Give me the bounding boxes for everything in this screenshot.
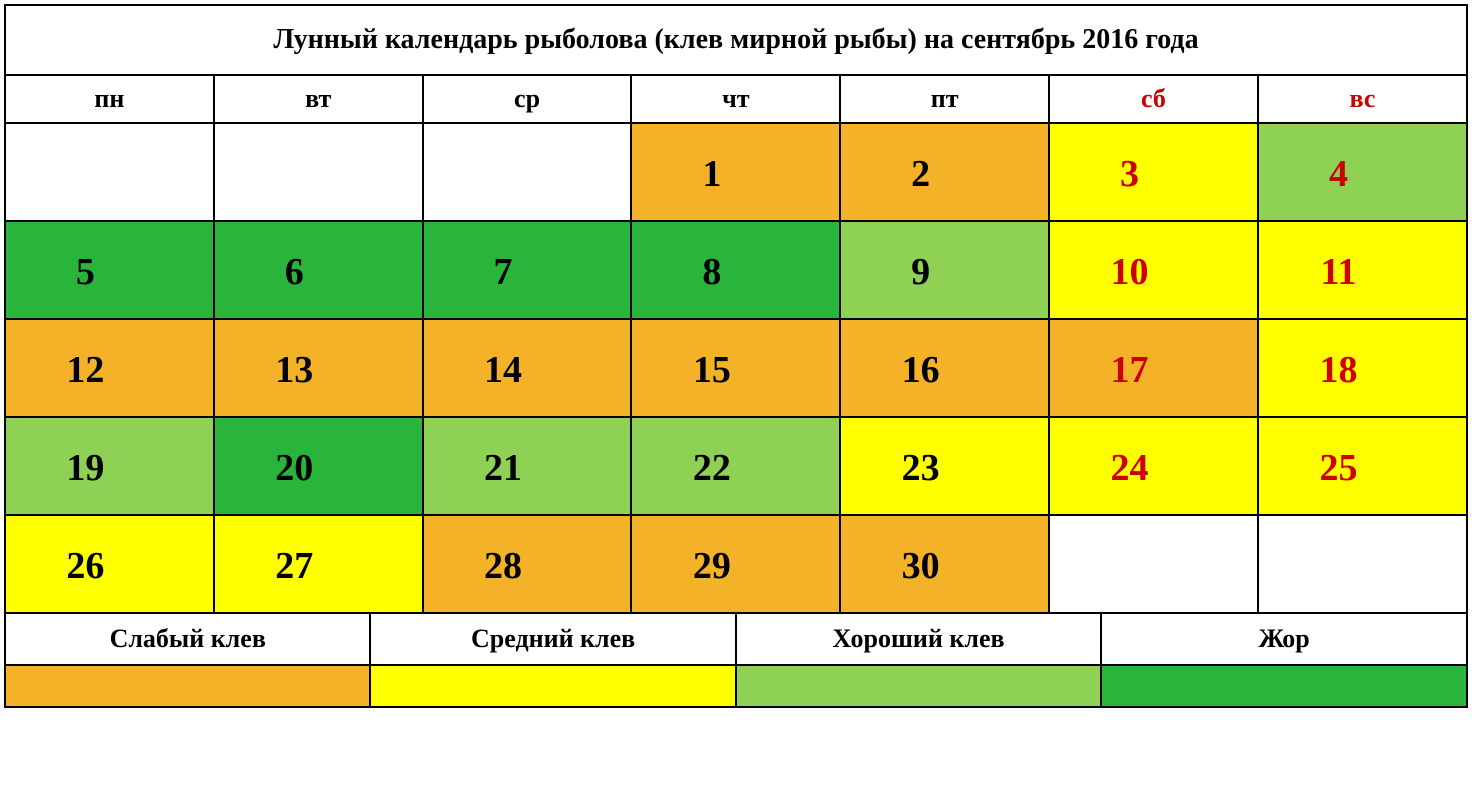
weekday-header: пт [840, 75, 1049, 123]
day-cell: 20 [214, 417, 423, 515]
day-cell: 3 [1049, 123, 1258, 221]
day-cell: 13 [214, 319, 423, 417]
day-cell: 25 [1258, 417, 1467, 515]
weekday-header-weekend: сб [1049, 75, 1258, 123]
day-cell: 29 [631, 515, 840, 613]
calendar-week-row: 2627282930 [5, 515, 1467, 613]
legend-color-row [5, 665, 1467, 707]
day-cell: 21 [423, 417, 632, 515]
day-cell [1258, 515, 1467, 613]
day-cell: 28 [423, 515, 632, 613]
day-cell: 2 [840, 123, 1049, 221]
calendar-week-row: 19202122232425 [5, 417, 1467, 515]
legend-color [370, 665, 735, 707]
legend-label: Жор [1101, 613, 1467, 665]
legend-label: Слабый клев [5, 613, 370, 665]
legend-label: Средний клев [370, 613, 735, 665]
legend-color [736, 665, 1101, 707]
title-row: Лунный календарь рыболова (клев мирной р… [5, 5, 1467, 75]
day-cell: 10 [1049, 221, 1258, 319]
day-cell [214, 123, 423, 221]
day-cell: 1 [631, 123, 840, 221]
weekday-header-weekend: вс [1258, 75, 1467, 123]
day-cell: 22 [631, 417, 840, 515]
day-cell [423, 123, 632, 221]
weekday-header-row: пн вт ср чт пт сб вс [5, 75, 1467, 123]
day-cell: 30 [840, 515, 1049, 613]
day-cell: 14 [423, 319, 632, 417]
day-cell: 9 [840, 221, 1049, 319]
day-cell: 16 [840, 319, 1049, 417]
weekday-header: вт [214, 75, 423, 123]
calendar-body: 1234567891011121314151617181920212223242… [5, 123, 1467, 613]
calendar-week-row: 1234 [5, 123, 1467, 221]
day-cell: 19 [5, 417, 214, 515]
day-cell: 15 [631, 319, 840, 417]
calendar-week-row: 567891011 [5, 221, 1467, 319]
day-cell [1049, 515, 1258, 613]
day-cell: 26 [5, 515, 214, 613]
title-cell: Лунный календарь рыболова (клев мирной р… [5, 5, 1467, 75]
day-cell: 7 [423, 221, 632, 319]
day-cell: 27 [214, 515, 423, 613]
weekday-header: чт [631, 75, 840, 123]
day-cell: 11 [1258, 221, 1467, 319]
legend-color [5, 665, 370, 707]
day-cell: 24 [1049, 417, 1258, 515]
legend-label: Хороший клев [736, 613, 1101, 665]
day-cell [5, 123, 214, 221]
calendar-week-row: 12131415161718 [5, 319, 1467, 417]
day-cell: 6 [214, 221, 423, 319]
day-cell: 12 [5, 319, 214, 417]
calendar-table: Лунный календарь рыболова (клев мирной р… [4, 4, 1468, 708]
weekday-header: ср [423, 75, 632, 123]
legend-label-row: Слабый клев Средний клев Хороший клев Жо… [5, 613, 1467, 665]
day-cell: 17 [1049, 319, 1258, 417]
day-cell: 23 [840, 417, 1049, 515]
day-cell: 18 [1258, 319, 1467, 417]
day-cell: 8 [631, 221, 840, 319]
legend-color [1101, 665, 1467, 707]
day-cell: 5 [5, 221, 214, 319]
weekday-header: пн [5, 75, 214, 123]
day-cell: 4 [1258, 123, 1467, 221]
